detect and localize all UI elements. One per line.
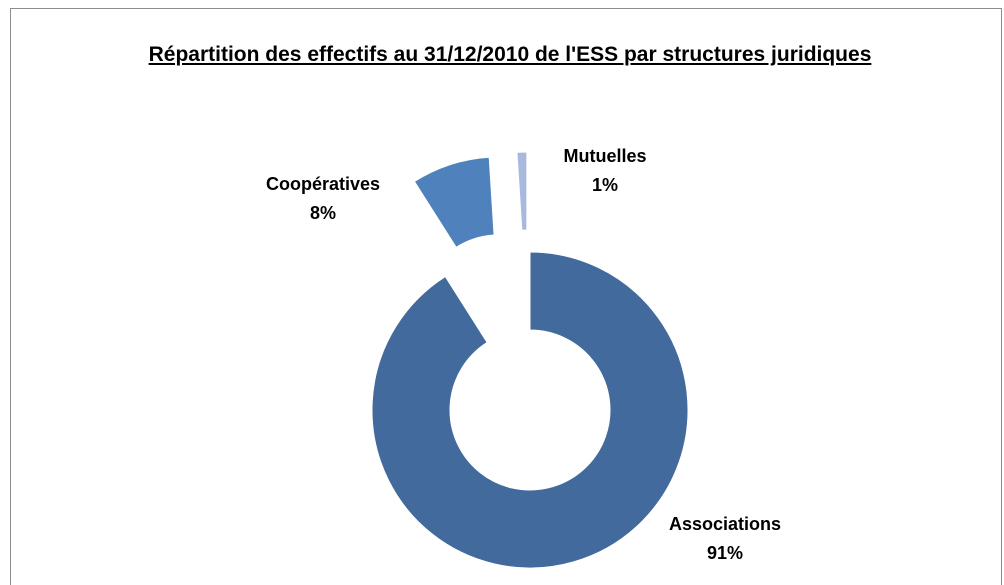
- slice-value-label: 91%: [707, 543, 743, 563]
- slice-label: Associations: [669, 514, 781, 534]
- donut-slice: [413, 156, 495, 249]
- slice-label: Mutuelles: [563, 146, 646, 166]
- slice-value-label: 1%: [592, 175, 618, 195]
- donut-slice: [371, 251, 689, 569]
- chart-title: Répartition des effectifs au 31/12/2010 …: [148, 43, 872, 66]
- slice-label: Coopératives: [266, 174, 380, 194]
- donut-slice: [516, 151, 528, 231]
- slice-value-label: 8%: [310, 203, 336, 223]
